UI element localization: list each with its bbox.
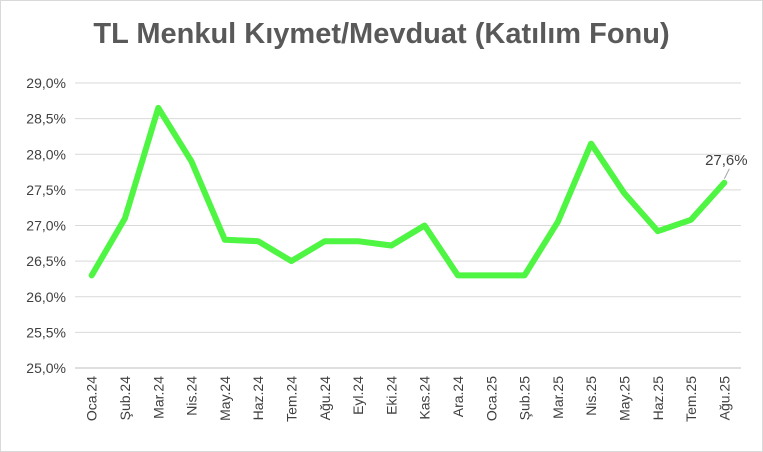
data-point (589, 141, 594, 146)
x-tick-label: Mar.24 (150, 376, 166, 419)
data-point (622, 191, 627, 196)
x-tick-label: Kas.24 (417, 376, 433, 420)
x-tick-label: Nis.25 (583, 376, 599, 416)
x-tick-label: Tem.24 (283, 376, 299, 422)
data-label: 27,6% (705, 152, 748, 169)
y-tick-label: 26,5% (26, 253, 66, 269)
data-point (455, 273, 460, 278)
y-tick-label: 25,0% (26, 360, 66, 376)
chart-title: TL Menkul Kıymet/Mevduat (Katılım Fonu) (93, 18, 670, 50)
data-point (289, 259, 294, 264)
data-point (422, 223, 427, 228)
data-point (122, 216, 127, 221)
x-tick-label: Mar.25 (550, 376, 566, 419)
data-point (156, 105, 161, 110)
x-tick-label: Eki.24 (383, 376, 399, 415)
data-point (489, 273, 494, 278)
x-tick-label: May.24 (217, 376, 233, 421)
y-tick-label: 28,0% (26, 146, 66, 162)
x-tick-label: Oca.24 (84, 376, 100, 421)
x-tick-label: Oca.25 (483, 376, 499, 421)
y-tick-label: 28,5% (26, 111, 66, 127)
data-point (256, 239, 261, 244)
y-tick-label: 27,5% (26, 182, 66, 198)
data-point (189, 159, 194, 164)
data-point (689, 217, 694, 222)
data-point (89, 273, 94, 278)
x-tick-label: Eyl.24 (350, 376, 366, 415)
x-tick-label: Ağu.24 (317, 376, 333, 421)
y-tick-label: 26,0% (26, 289, 66, 305)
data-point (655, 229, 660, 234)
data-point (222, 237, 227, 242)
series-line (88, 104, 728, 279)
x-tick-label: May.25 (616, 376, 632, 421)
data-point (356, 239, 361, 244)
x-tick-label: Ara.24 (450, 376, 466, 417)
data-point (322, 239, 327, 244)
x-tick-label: Haz.24 (250, 376, 266, 421)
data-point (722, 180, 727, 185)
x-tick-label: Tem.25 (683, 376, 699, 422)
x-tick-label: Ağu.25 (716, 376, 732, 421)
x-tick-label: Şub.24 (117, 376, 133, 421)
x-tick-label: Haz.25 (650, 376, 666, 421)
x-tick-label: Şub.25 (517, 376, 533, 421)
data-label-leader (723, 168, 730, 179)
y-tick-label: 29,0% (26, 75, 66, 91)
x-tick-label: Nis.24 (184, 376, 200, 416)
data-point (522, 273, 527, 278)
data-point (389, 243, 394, 248)
data-point (555, 219, 560, 224)
y-tick-label: 27,0% (26, 218, 66, 234)
y-tick-label: 25,5% (26, 324, 66, 340)
